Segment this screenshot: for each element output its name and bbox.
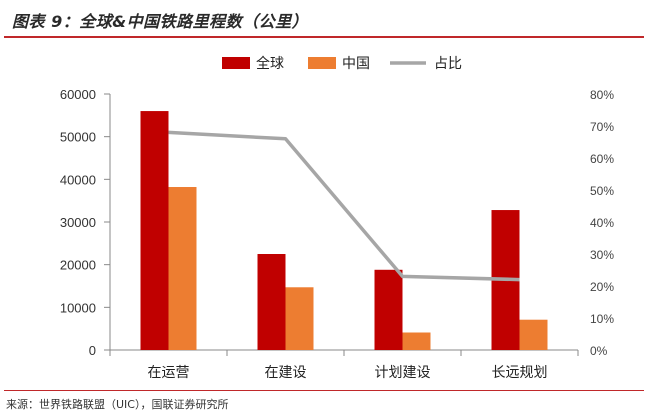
y-right-tick-label: 10% (590, 312, 614, 326)
bar-china (519, 319, 548, 350)
y-left-tick-label: 10000 (60, 300, 96, 315)
source-note: 来源：世界铁路联盟（UIC），国联证券研究所 (6, 398, 229, 411)
x-tick-label: 计划建设 (375, 365, 431, 381)
bar-china (168, 187, 197, 350)
title-bar: 图表 9：全球&中国铁路里程数（公里） (0, 0, 646, 36)
legend-label: 占比 (434, 56, 462, 72)
y-right-tick-label: 80% (590, 88, 614, 102)
bar-global (140, 111, 169, 350)
source-divider (4, 390, 644, 391)
y-left-tick-label: 20000 (60, 258, 96, 273)
x-tick-label: 长远规划 (492, 365, 548, 381)
x-tick-label: 在建设 (265, 365, 307, 381)
y-right-tick-label: 70% (590, 120, 614, 134)
bar-china (402, 332, 431, 350)
y-left-tick-label: 30000 (60, 215, 96, 230)
share-line (168, 130, 520, 282)
y-right-tick-label: 40% (590, 216, 614, 230)
y-right-tick-label: 20% (590, 280, 614, 294)
title-divider (4, 36, 644, 38)
bar-global (374, 269, 403, 350)
chart: 0 10000 20000 30000 40000 50000 60000 0% 10% 20% 3… (60, 55, 615, 381)
y-right-tick-label: 30% (590, 248, 614, 262)
y-left-tick-label: 50000 (60, 130, 96, 145)
y-left-tick-label: 40000 (60, 172, 96, 187)
legend-label: 全球 (256, 55, 284, 72)
y-right-tick-label: 60% (590, 152, 614, 166)
legend-swatch (222, 57, 250, 69)
y-left-tick-label: 0 (89, 343, 96, 358)
chart-title: 图表 9：全球&中国铁路里程数（公里） (12, 12, 309, 31)
legend-swatch (308, 57, 336, 69)
y-right-tick-label: 0% (590, 344, 608, 358)
bar-global (257, 254, 286, 350)
x-tick-label: 在运营 (148, 365, 190, 381)
y-left-tick-label: 60000 (60, 87, 96, 102)
bar-china (285, 287, 314, 350)
y-right-tick-label: 50% (590, 184, 614, 198)
legend-label: 中国 (342, 56, 370, 72)
